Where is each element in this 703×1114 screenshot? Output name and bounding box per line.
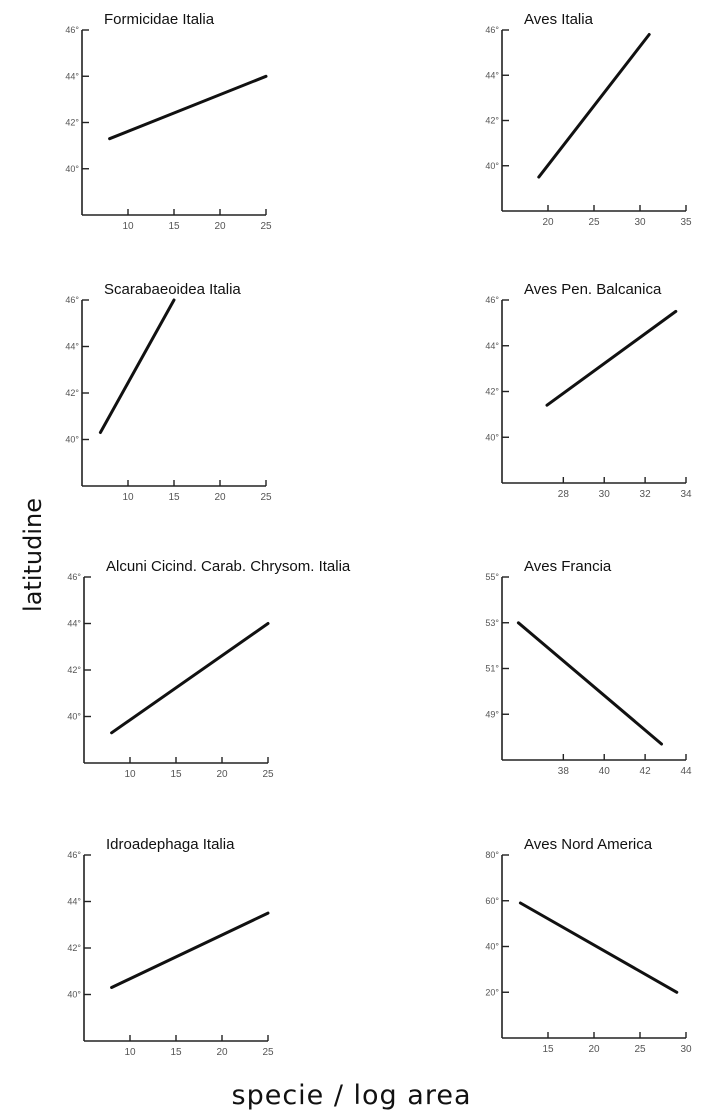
panel-title: Aves Italia: [524, 11, 594, 28]
y-tick-label: 46°: [485, 295, 499, 305]
regression-line: [516, 621, 663, 746]
chart-panel: 80° 60° 40° 20° 15 20 25 30 Aves Nord America: [485, 836, 692, 1055]
x-tick-label: 10: [122, 492, 134, 503]
y-tick-label: 44°: [67, 897, 81, 907]
x-tick-label: 25: [262, 769, 274, 780]
y-tick-label: 40°: [65, 435, 79, 445]
x-tick-label: 44: [680, 766, 692, 777]
x-tick-label: 40: [599, 766, 611, 777]
regression-line: [518, 901, 679, 994]
regression-line: [110, 911, 270, 989]
y-tick-label: 40°: [65, 164, 79, 174]
y-tick-label: 80°: [485, 850, 499, 860]
x-tick-label: 20: [216, 769, 228, 780]
regression-line: [537, 33, 651, 179]
y-tick-label: 46°: [65, 295, 79, 305]
chart-panel: 46° 44° 42° 40° 28 30 32 34 Aves Pen. Balcanica: [485, 281, 692, 500]
x-tick-label: 25: [260, 221, 272, 232]
x-tick-label: 15: [170, 769, 182, 780]
y-tick-label: 42°: [65, 118, 79, 128]
y-tick-label: 46°: [65, 25, 79, 35]
y-tick-label: 46°: [485, 25, 499, 35]
y-tick-label: 44°: [485, 341, 499, 351]
x-tick-label: 20: [216, 1047, 228, 1058]
y-tick-label: 42°: [65, 388, 79, 398]
x-tick-label: 25: [262, 1047, 274, 1058]
y-tick-label: 40°: [67, 990, 81, 1000]
panel-title: Aves Pen. Balcanica: [524, 281, 662, 298]
x-tick-label: 42: [640, 766, 652, 777]
regression-line: [545, 309, 678, 407]
chart-panel: 55° 53° 51° 49° 38 40 42 44 Aves Francia: [485, 558, 692, 777]
x-tick-label: 15: [542, 1044, 554, 1055]
y-tick-label: 53°: [485, 618, 499, 628]
x-tick-label: 20: [588, 1044, 600, 1055]
y-tick-label: 44°: [67, 619, 81, 629]
panel-title: Aves Francia: [524, 558, 612, 575]
chart-panel: 46° 44° 42° 40° 10 15 20 25 Alcuni Cicind. Carab…: [67, 558, 351, 780]
panel-title: Formicidae Italia: [104, 11, 215, 28]
x-tick-label: 10: [124, 1047, 136, 1058]
x-tick-label: 30: [680, 1044, 692, 1055]
y-tick-label: 55°: [485, 572, 499, 582]
y-tick-label: 40°: [485, 161, 499, 171]
regression-line: [110, 622, 270, 735]
y-tick-label: 20°: [485, 987, 499, 997]
x-tick-label: 38: [558, 766, 570, 777]
panel-title: Idroadephaga Italia: [106, 836, 235, 853]
x-tick-label: 35: [680, 217, 692, 228]
x-tick-label: 25: [588, 217, 600, 228]
y-axis-label: latitudine: [19, 498, 47, 612]
x-tick-label: 10: [124, 769, 136, 780]
y-tick-label: 44°: [65, 71, 79, 81]
y-tick-label: 42°: [67, 943, 81, 953]
y-tick-label: 44°: [485, 70, 499, 80]
panel-title: Scarabaeoidea Italia: [104, 281, 241, 298]
y-tick-label: 60°: [485, 896, 499, 906]
x-axis-label: specie / log area: [231, 1080, 472, 1111]
x-tick-label: 20: [542, 217, 554, 228]
x-tick-label: 10: [122, 221, 134, 232]
y-tick-label: 40°: [485, 432, 499, 442]
y-tick-label: 42°: [485, 387, 499, 397]
y-tick-label: 49°: [485, 709, 499, 719]
y-tick-label: 46°: [67, 850, 81, 860]
regression-line: [108, 74, 268, 141]
x-tick-label: 28: [558, 489, 570, 500]
x-tick-label: 15: [170, 1047, 182, 1058]
x-tick-label: 25: [634, 1044, 646, 1055]
y-tick-label: 40°: [67, 712, 81, 722]
x-tick-label: 25: [260, 492, 272, 503]
panel-title: Aves Nord America: [524, 836, 653, 853]
regression-line: [98, 298, 176, 434]
chart-panel: 46° 44° 42° 40° 10 15 20 25 Scarabaeoidea Italia: [65, 281, 272, 503]
x-tick-label: 20: [214, 492, 226, 503]
x-tick-label: 15: [168, 221, 180, 232]
x-tick-label: 15: [168, 492, 180, 503]
y-tick-label: 46°: [67, 572, 81, 582]
x-tick-label: 30: [599, 489, 611, 500]
y-tick-label: 42°: [67, 665, 81, 675]
x-tick-label: 32: [640, 489, 652, 500]
chart-panel: 46° 44° 42° 40° 20 25 30 35 Aves Italia: [485, 11, 692, 228]
x-tick-label: 34: [680, 489, 692, 500]
x-tick-label: 20: [214, 221, 226, 232]
chart-panel: 46° 44° 42° 40° 10 15 20 25 Formicidae Italia: [65, 11, 272, 232]
y-tick-label: 44°: [65, 342, 79, 352]
y-tick-label: 51°: [485, 664, 499, 674]
y-tick-label: 40°: [485, 942, 499, 952]
y-tick-label: 42°: [485, 116, 499, 126]
x-tick-label: 30: [634, 217, 646, 228]
chart-panel: 46° 44° 42° 40° 10 15 20 25 Idroadephaga Italia: [67, 836, 274, 1058]
panel-title: Alcuni Cicind. Carab. Chrysom. Italia: [106, 558, 351, 575]
